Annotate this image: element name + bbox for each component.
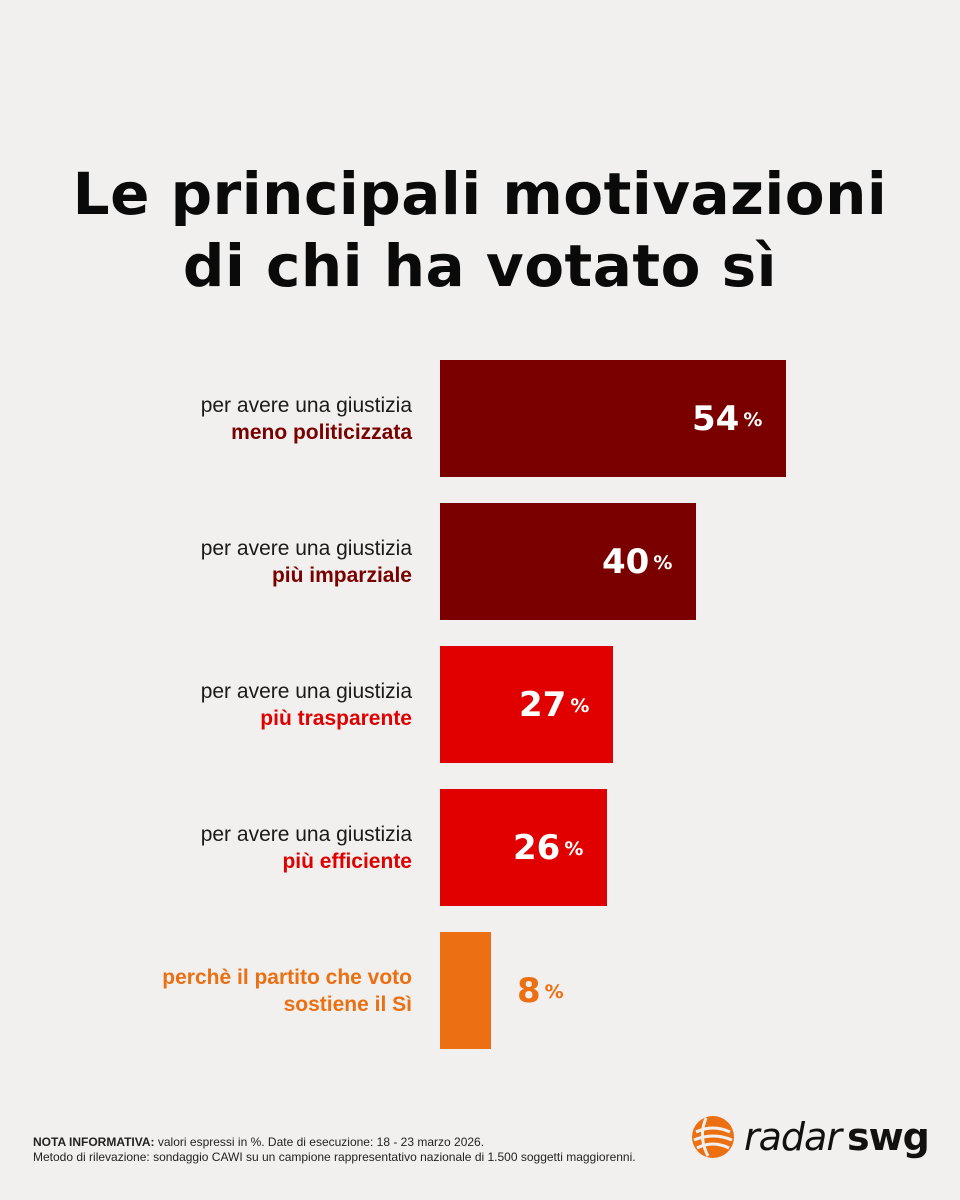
chart-title: Le principali motivazioni di chi ha vota… xyxy=(0,158,960,302)
chart-title-line1: Le principali motivazioni xyxy=(72,160,888,228)
footer-note: NOTA INFORMATIVA: valori espressi in %. … xyxy=(33,1135,636,1165)
category-label-line1: per avere una giustizia xyxy=(200,393,412,417)
category-label-line1: per avere una giustizia xyxy=(200,679,412,703)
value-label: 27% xyxy=(519,684,590,725)
chart-title-line2: di chi ha votato sì xyxy=(182,232,778,300)
bar xyxy=(440,646,613,763)
value-label: 8% xyxy=(517,970,564,1011)
bar xyxy=(440,789,607,906)
category-label-line2: sostiene il Sì xyxy=(283,992,412,1016)
category-label-line2: più efficiente xyxy=(282,849,412,873)
category-label-line1: per avere una giustizia xyxy=(200,822,412,846)
bar-chart: per avere una giustizia meno politicizzat… xyxy=(12,360,786,1049)
logo-text-swg: swg xyxy=(846,1115,930,1159)
category-label-line2: più trasparente xyxy=(260,706,412,730)
category-label: per avere una giustizia meno politicizzat… xyxy=(12,392,412,446)
value-label: 40% xyxy=(602,541,673,582)
radar-swg-logo: radar swg xyxy=(688,1112,930,1162)
bar xyxy=(440,932,491,1049)
method-text: Metodo di rilevazione: sondaggio CAWI su… xyxy=(33,1150,636,1164)
category-label-line1: per avere una giustizia xyxy=(200,536,412,560)
radar-globe-icon xyxy=(692,1116,734,1158)
category-label: per avere una giustizia più imparziale xyxy=(12,535,412,589)
value-label: 26% xyxy=(513,827,584,868)
note-text: valori espressi in %. Date di esecuzione… xyxy=(154,1135,485,1149)
category-label: perchè il partito che voto sostiene il Sì xyxy=(12,964,412,1018)
category-label-line2: più imparziale xyxy=(271,563,412,587)
note-label: NOTA INFORMATIVA: xyxy=(33,1135,155,1149)
logo-text-radar: radar xyxy=(744,1115,842,1159)
value-label: 54% xyxy=(692,398,763,439)
bar xyxy=(440,503,696,620)
bar xyxy=(440,360,786,477)
category-label: per avere una giustizia più efficiente xyxy=(12,821,412,875)
category-label-line2: meno politicizzata xyxy=(231,420,412,444)
category-label: per avere una giustizia più trasparente xyxy=(12,678,412,732)
category-label-line1: perchè il partito che voto xyxy=(162,965,412,989)
